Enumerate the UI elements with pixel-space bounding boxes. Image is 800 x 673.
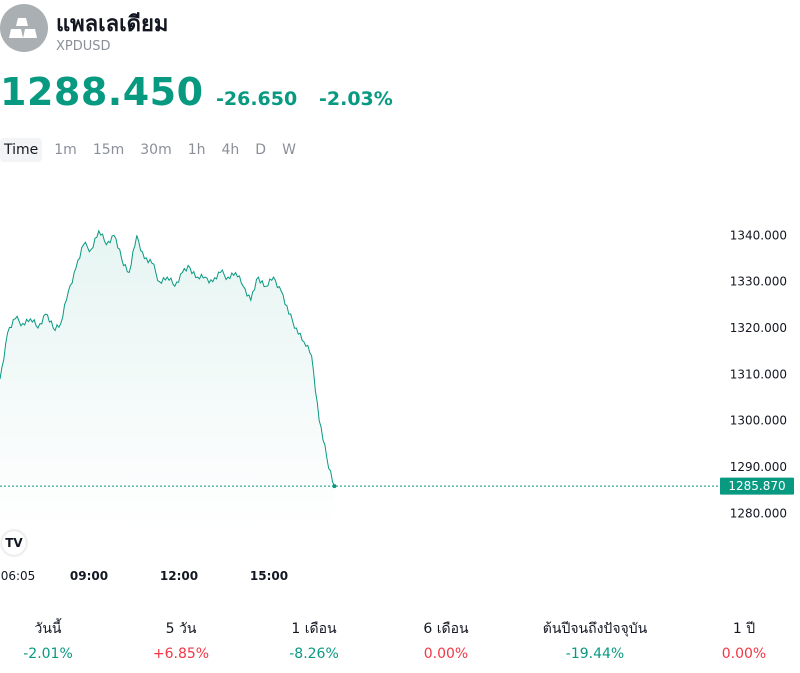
symbol-avatar xyxy=(0,4,48,52)
perf-today[interactable]: วันนี้ -2.01% xyxy=(0,618,118,662)
x-tick-label: 15:00 xyxy=(250,569,288,583)
x-axis: 06:05 09:00 12:00 15:00 xyxy=(1,569,288,583)
last-price-label-bg xyxy=(720,477,794,495)
perf-1m[interactable]: 1 เดือน -8.26% xyxy=(244,618,384,662)
y-tick-label: 1300.000 xyxy=(730,414,787,428)
perf-value: -19.44% xyxy=(565,646,625,662)
perf-label: ต้นปีจนถึงปัจจุบัน xyxy=(542,621,648,637)
perf-value: -2.01% xyxy=(23,646,73,662)
perf-1y[interactable]: 1 ปี 0.00% xyxy=(674,618,800,662)
x-tick-label: 09:00 xyxy=(70,569,108,583)
tab-15m[interactable]: 15m xyxy=(92,142,125,158)
y-tick-label: 1330.000 xyxy=(730,275,787,289)
perf-label: 6 เดือน xyxy=(423,621,469,637)
tab-w[interactable]: W xyxy=(282,142,296,158)
tab-1m[interactable]: 1m xyxy=(54,142,77,158)
y-tick-label: 1340.000 xyxy=(730,228,787,242)
y-tick-label: 1280.000 xyxy=(730,506,787,520)
perf-label: 1 เดือน xyxy=(291,621,337,637)
tab-1h[interactable]: 1h xyxy=(187,142,206,158)
tab-d[interactable]: D xyxy=(255,142,267,158)
interval-tabs: Time 1m 15m 30m 1h 4h D W xyxy=(0,138,308,162)
last-price-dot xyxy=(332,484,337,489)
performance-strip: วันนี้ -2.01% 5 วัน +6.85% 1 เดือน -8.26… xyxy=(0,618,800,668)
perf-6m[interactable]: 6 เดือน 0.00% xyxy=(376,618,516,662)
perf-label: 1 ปี xyxy=(732,621,756,637)
perf-label: 5 วัน xyxy=(165,621,197,637)
symbol-title: แพลเลเดียม xyxy=(56,12,169,37)
price-change: -26.650 xyxy=(216,88,298,110)
y-tick-label: 1320.000 xyxy=(730,321,787,335)
last-price: 1288.450 xyxy=(0,70,204,114)
price-area xyxy=(0,230,335,531)
price-chart[interactable]: 1340.000 1330.000 1320.000 1310.000 1300.000… xyxy=(0,190,800,590)
perf-value: 0.00% xyxy=(423,646,469,662)
x-tick-label: 12:00 xyxy=(160,569,198,583)
price-change-percent: -2.03% xyxy=(319,88,393,110)
perf-value: 0.00% xyxy=(721,646,767,662)
perf-value: -8.26% xyxy=(289,646,339,662)
tab-30m[interactable]: 30m xyxy=(140,142,172,158)
last-price-label: 1285.870 xyxy=(728,479,785,493)
y-tick-label: 1310.000 xyxy=(730,367,787,381)
perf-label: วันนี้ xyxy=(34,621,62,637)
tradingview-logo[interactable]: TV xyxy=(2,531,26,555)
perf-5d[interactable]: 5 วัน +6.85% xyxy=(111,618,251,662)
price-line xyxy=(0,229,335,487)
tab-time[interactable]: Time xyxy=(0,138,43,162)
metal-bars-icon xyxy=(9,18,37,38)
symbol-ticker: XPDUSD xyxy=(56,39,111,54)
y-axis: 1340.000 1330.000 1320.000 1310.000 1300.000… xyxy=(730,228,787,520)
perf-value: +6.85% xyxy=(152,646,210,662)
tab-4h[interactable]: 4h xyxy=(221,142,240,158)
perf-ytd[interactable]: ต้นปีจนถึงปัจจุบัน -19.44% xyxy=(525,618,665,662)
x-tick-label: 06:05 xyxy=(1,569,36,583)
y-tick-label: 1290.000 xyxy=(730,460,787,474)
